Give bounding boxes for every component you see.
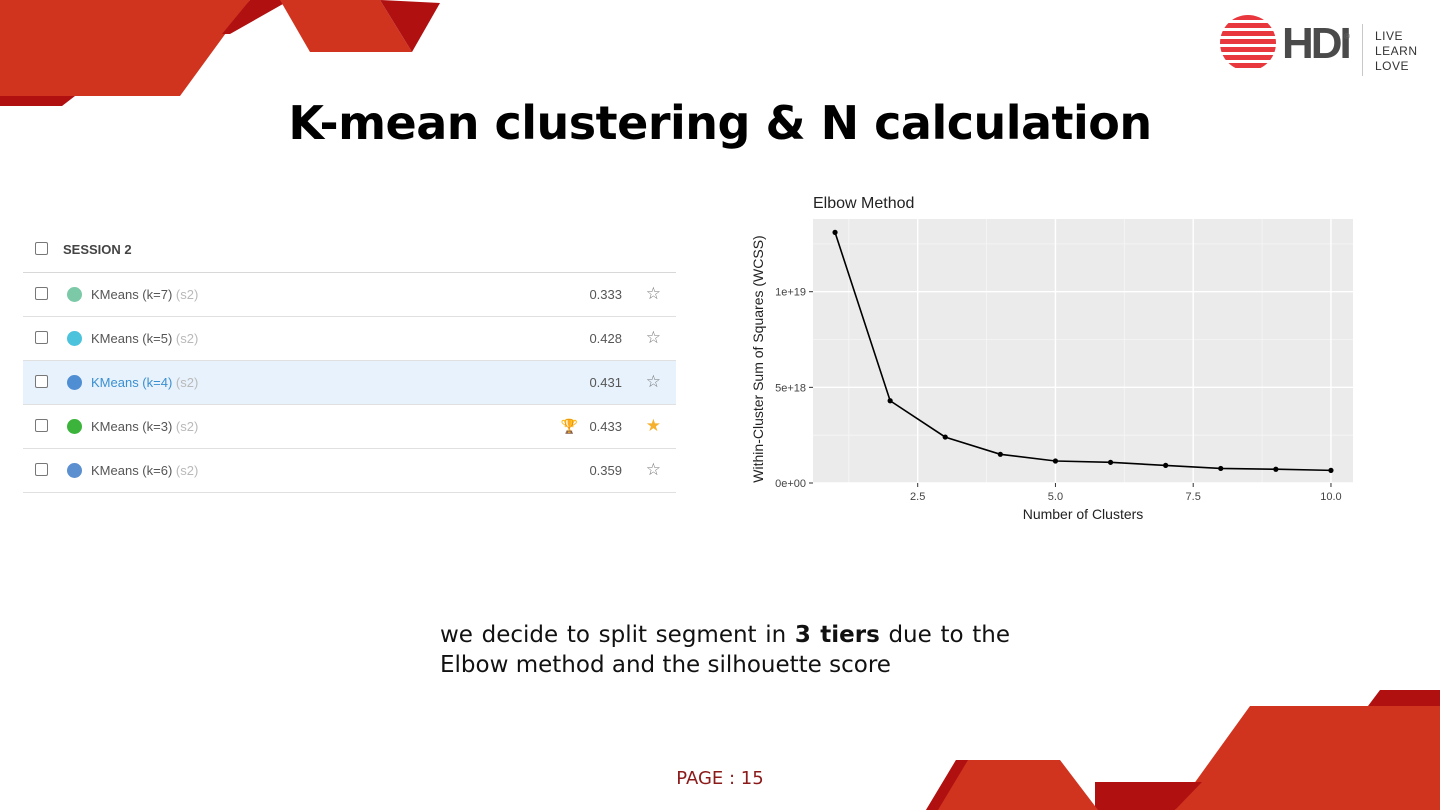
- model-color-dot: [67, 375, 82, 390]
- session-header: SESSION 2: [23, 228, 676, 273]
- x-tick-label: 2.5: [910, 491, 925, 503]
- model-score: 0.359: [589, 463, 622, 478]
- model-name[interactable]: KMeans (k=6) (s2): [91, 463, 199, 478]
- caption-text: we decide to split segment in 3 tiers du…: [440, 622, 1010, 678]
- data-point: [832, 229, 838, 235]
- row-checkbox[interactable]: [35, 375, 48, 388]
- model-score: 0.431: [589, 375, 622, 390]
- star-outline-icon[interactable]: ☆: [645, 328, 661, 347]
- session-row[interactable]: KMeans (k=3) (s2) 🏆 0.433 ★: [23, 405, 676, 449]
- star-filled-icon[interactable]: ★: [645, 416, 661, 435]
- data-point: [1273, 466, 1279, 472]
- y-tick-label: 5e+18: [775, 382, 806, 394]
- session-select-all-checkbox[interactable]: [35, 242, 48, 255]
- page-title: K-mean clustering & N calculation: [288, 96, 1152, 150]
- y-tick-label: 0e+00: [775, 478, 806, 490]
- model-name[interactable]: KMeans (k=4) (s2): [91, 375, 199, 390]
- model-name[interactable]: KMeans (k=3) (s2): [91, 419, 199, 434]
- row-checkbox[interactable]: [35, 331, 48, 344]
- model-score: 0.433: [589, 419, 622, 434]
- session-row[interactable]: KMeans (k=5) (s2) 0.428 ☆: [23, 317, 676, 361]
- row-checkbox[interactable]: [35, 287, 48, 300]
- y-axis-label: Within-Cluster Sum of Squares (WCSS): [750, 235, 766, 482]
- data-point: [942, 434, 948, 440]
- top-left-decoration: [0, 0, 440, 106]
- x-tick-label: 7.5: [1186, 491, 1201, 503]
- row-checkbox[interactable]: [35, 463, 48, 476]
- model-color-dot: [67, 287, 82, 302]
- session-row[interactable]: KMeans (k=6) (s2) 0.359 ☆: [23, 449, 676, 493]
- session-row[interactable]: KMeans (k=7) (s2) 0.333 ☆: [23, 273, 676, 317]
- bottom-right-decoration: [926, 690, 1440, 810]
- chart-title: Elbow Method: [813, 195, 914, 212]
- hdi-logo-mark: [1220, 15, 1276, 68]
- caption-emphasis: 3 tiers: [794, 622, 880, 648]
- data-point: [1052, 458, 1059, 464]
- elbow-chart: 2.5 5.0 7.5 10.0 0e+00 5e+18 1e+19 Elbow Method…: [750, 195, 1353, 522]
- logo-word-love: LOVE: [1375, 59, 1410, 73]
- session-row-selected[interactable]: KMeans (k=4) (s2) 0.431 ☆: [23, 361, 676, 405]
- data-point: [997, 451, 1003, 457]
- model-score: 0.428: [589, 331, 622, 346]
- data-point: [1107, 459, 1114, 465]
- registered-mark: ®: [1344, 32, 1350, 41]
- data-point: [887, 398, 893, 404]
- session-panel: SESSION 2 KMeans (k=7) (s2) 0.333 ☆ KMea…: [23, 228, 676, 493]
- model-score: 0.333: [589, 287, 622, 302]
- logo-word-learn: LEARN: [1375, 44, 1418, 58]
- y-tick-label: 1e+19: [775, 287, 806, 299]
- trophy-icon: 🏆: [560, 418, 578, 434]
- session-header-label: SESSION 2: [63, 242, 132, 257]
- x-axis-label: Number of Clusters: [1023, 506, 1144, 522]
- model-color-dot: [67, 331, 82, 346]
- model-name[interactable]: KMeans (k=5) (s2): [91, 331, 199, 346]
- data-point: [1163, 462, 1169, 468]
- x-tick-label: 10.0: [1320, 491, 1341, 503]
- model-name[interactable]: KMeans (k=7) (s2): [91, 287, 199, 302]
- star-outline-icon[interactable]: ☆: [645, 372, 661, 391]
- logo-divider: [1362, 24, 1363, 76]
- model-color-dot: [67, 463, 82, 478]
- hdi-logo-text: HDI: [1282, 19, 1352, 68]
- row-checkbox[interactable]: [35, 419, 48, 432]
- star-outline-icon[interactable]: ☆: [645, 284, 661, 303]
- logo-word-live: LIVE: [1375, 29, 1404, 43]
- x-tick-label: 5.0: [1048, 491, 1063, 503]
- series-line: [834, 232, 1331, 472]
- plot-panel: [813, 219, 1353, 483]
- star-outline-icon[interactable]: ☆: [645, 460, 661, 479]
- model-color-dot: [67, 419, 82, 434]
- page-number: PAGE : 15: [676, 768, 764, 789]
- hdi-logo: HDI ® LIVE LEARN LOVE: [1216, 12, 1436, 78]
- data-point: [1328, 467, 1334, 473]
- data-point: [1218, 465, 1224, 472]
